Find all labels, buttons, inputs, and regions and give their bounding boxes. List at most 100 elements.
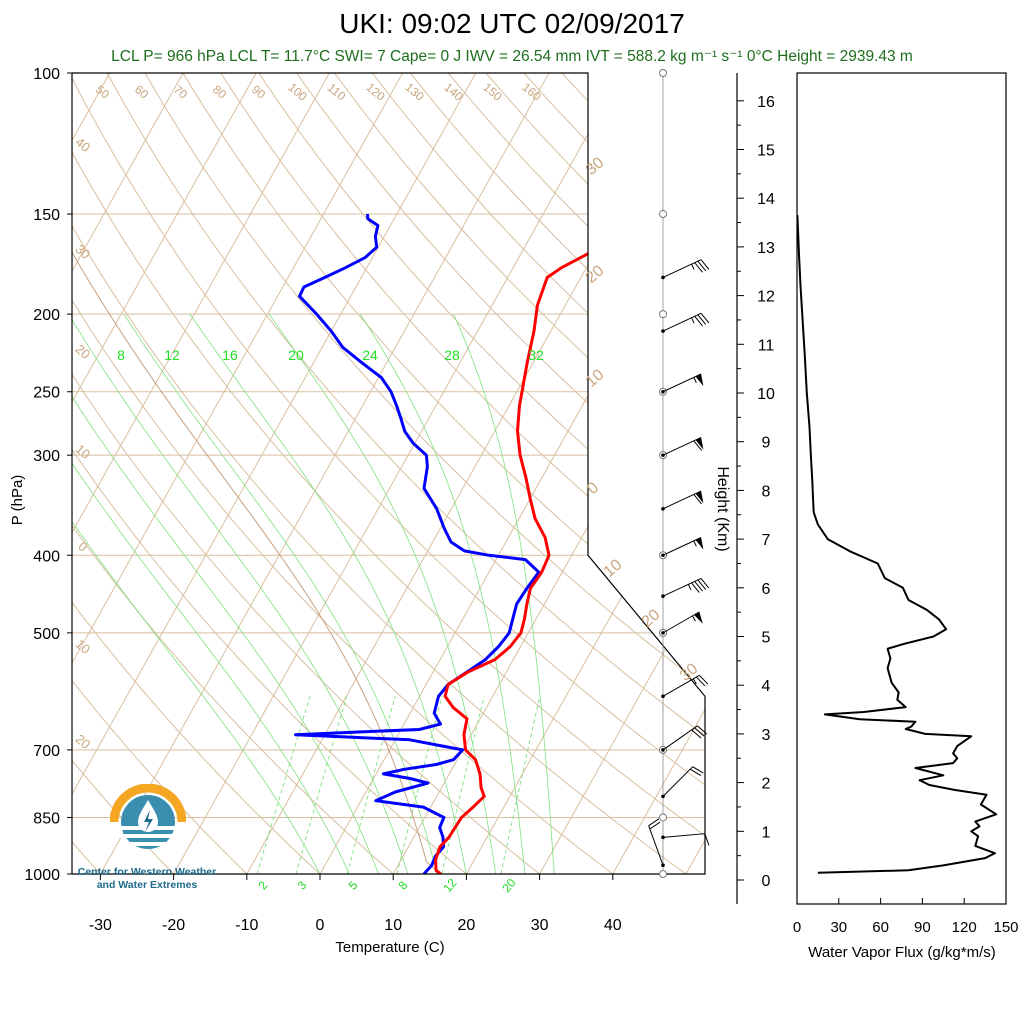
height-tick-label: 14 — [757, 191, 775, 208]
wind-barb-flag — [695, 491, 704, 504]
wind-barb-feather — [693, 440, 702, 451]
wind-barb-half-feather — [692, 615, 696, 622]
flux-x-tick-label: 90 — [914, 919, 931, 936]
dry-adiabat-label: 140 — [441, 80, 466, 104]
chart-title: UKI: 09:02 UTC 02/09/2017 — [339, 8, 685, 39]
moist-adiabat-label: 16 — [222, 347, 238, 363]
isotherm-label: 10 — [73, 636, 94, 657]
y-axis-label: P (hPa) — [9, 475, 26, 526]
wind-barb-feather — [694, 262, 703, 273]
wind-barb-staff — [662, 766, 694, 797]
dry-adiabat-label: 110 — [325, 80, 349, 103]
isotherm-label: 30 — [583, 154, 608, 179]
wind-barb-feather — [700, 578, 710, 589]
y-tick-label: 500 — [33, 626, 60, 643]
x-tick-label: 0 — [316, 917, 325, 934]
dry-adiabat-line — [72, 73, 321, 874]
moist-adiabat-label: 24 — [362, 347, 378, 363]
moist-adiabat-label: 20 — [288, 347, 304, 363]
wind-level-circle — [659, 813, 667, 822]
isotherm-label: 20 — [583, 262, 608, 287]
moist-adiabat-line — [453, 313, 555, 874]
logo-sun-arc — [110, 784, 186, 823]
dry-adiabat-line — [72, 73, 705, 874]
isotherm-label: 20 — [73, 731, 94, 752]
wind-barb-feather — [699, 674, 709, 685]
isotherm-label: 20 — [639, 606, 664, 631]
dry-adiabat-line — [72, 73, 540, 874]
flux-x-tick-label: 60 — [872, 919, 889, 936]
wind-barb-half-feather — [687, 584, 692, 591]
dry-adiabat-label: 150 — [480, 80, 505, 104]
height-tick-label: 7 — [762, 532, 771, 549]
wind-barb-half-feather — [691, 317, 695, 324]
height-tick-label: 0 — [762, 873, 771, 890]
wind-level-circle — [659, 310, 667, 319]
wind-barb-half-feather — [692, 678, 697, 685]
temperature-profile-line — [434, 212, 669, 874]
isotherm-line — [759, 73, 1024, 874]
moist-adiabat-line — [72, 313, 409, 874]
wind-barb-feather — [694, 727, 705, 737]
dry-adiabat-line — [72, 73, 614, 874]
wind-level-circle — [659, 69, 667, 77]
height-tick-label: 15 — [757, 143, 775, 160]
wind-level-circle — [659, 210, 667, 219]
wind-barb-feather — [691, 582, 700, 593]
wind-barb-feather — [648, 818, 660, 827]
y-tick-label: 250 — [33, 385, 60, 402]
wind-barb-feather — [693, 494, 702, 505]
y-tick-label: 150 — [33, 207, 60, 224]
isotherm-line — [319, 73, 705, 874]
flux-x-tick-label: 30 — [830, 919, 847, 936]
wind-barb-staff — [662, 537, 702, 556]
dry-adiabat-line — [485, 73, 705, 874]
isotherm-label: 20 — [73, 341, 94, 362]
x-tick-label: 30 — [531, 917, 549, 934]
wind-barb-flag — [695, 537, 704, 550]
y-tick-label: 100 — [33, 66, 60, 83]
flux-x-tick-label: 120 — [952, 919, 977, 936]
height-tick-label: 13 — [757, 240, 775, 257]
moist-adiabat-line — [268, 313, 497, 874]
moist-adiabat-line — [359, 313, 526, 874]
moist-adiabat-line — [123, 313, 438, 874]
mixing-ratio-line — [346, 696, 396, 874]
wind-barb-feather — [694, 315, 703, 327]
mixing-ratio-label: 8 — [395, 878, 410, 892]
wind-barb-staff — [662, 373, 702, 393]
wind-barb-staff — [662, 674, 700, 697]
wind-barb-flag — [694, 611, 703, 624]
wind-barb-staff — [662, 259, 702, 278]
dry-adiabat-label: 70 — [171, 82, 190, 102]
wind-barb-feather — [689, 768, 702, 776]
x-tick-label: 10 — [384, 917, 402, 934]
wind-level-circle — [659, 870, 667, 878]
y-tick-label: 850 — [33, 810, 60, 827]
moist-adiabat-line — [189, 313, 467, 874]
mixing-ratio-label: 2 — [255, 878, 270, 892]
isotherm-line — [612, 73, 705, 874]
flux-x-tick-label: 0 — [793, 919, 801, 936]
height-tick-label: 3 — [762, 727, 771, 744]
y-tick-label: 300 — [33, 448, 60, 465]
moist-adiabat-label: 12 — [164, 347, 180, 363]
height-tick-label: 4 — [762, 678, 771, 695]
dry-adiabat-label: 50 — [93, 82, 112, 102]
dry-adiabat-line — [144, 73, 705, 874]
height-tick-label: 6 — [762, 581, 771, 598]
dry-adiabat-line — [258, 73, 705, 874]
height-tick-label: 5 — [762, 630, 771, 647]
wind-barb-staff — [662, 490, 702, 510]
moist-adiabat-line — [72, 313, 379, 874]
isotherm-line — [72, 73, 477, 874]
isotherm-line — [99, 73, 550, 874]
y-tick-label: 400 — [33, 548, 60, 565]
moist-adiabat-label: 28 — [444, 347, 460, 363]
isotherm-line — [72, 73, 184, 874]
height-tick-label: 2 — [762, 776, 771, 793]
wind-barb-flag — [695, 373, 704, 387]
mixing-ratio-line — [441, 696, 485, 874]
